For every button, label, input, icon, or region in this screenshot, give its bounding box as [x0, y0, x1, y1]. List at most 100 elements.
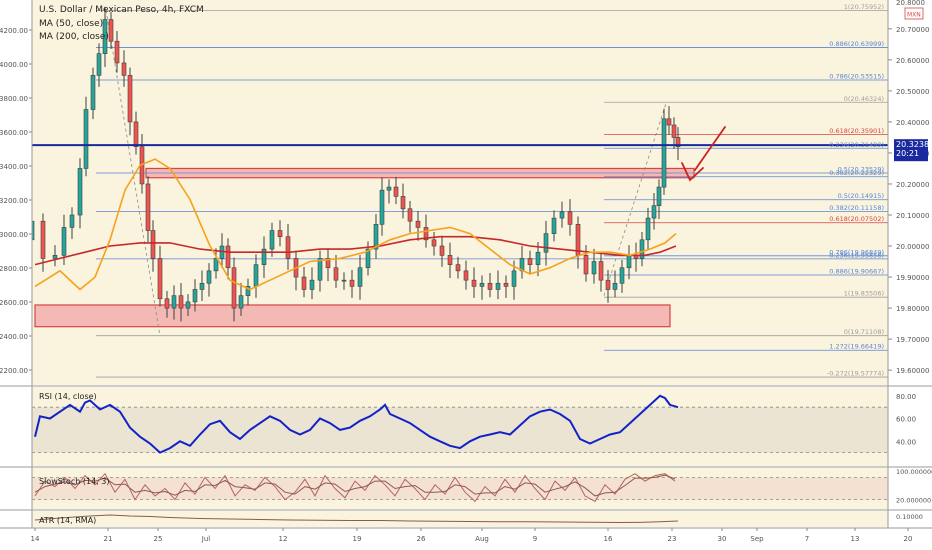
price-tag[interactable]: 20.32380 20:21	[894, 139, 932, 162]
candle-body[interactable]	[447, 255, 453, 265]
candle-body[interactable]	[301, 276, 307, 290]
candle-body[interactable]	[133, 121, 139, 148]
candle-body[interactable]	[178, 295, 184, 309]
candle-body[interactable]	[285, 236, 291, 259]
candle-body[interactable]	[127, 75, 133, 123]
candle-body[interactable]	[225, 245, 231, 269]
candle-body[interactable]	[52, 255, 58, 259]
candle-body[interactable]	[309, 279, 315, 290]
candle-body[interactable]	[415, 220, 421, 228]
currency-badge[interactable]: MXN	[904, 7, 924, 20]
candle-body[interactable]	[379, 189, 385, 225]
candle-body[interactable]	[349, 279, 355, 287]
candle-body[interactable]	[511, 270, 517, 287]
candle-body[interactable]	[471, 279, 477, 287]
candle-body[interactable]	[675, 137, 681, 148]
candle-body[interactable]	[671, 124, 677, 138]
candle-body[interactable]	[661, 118, 667, 188]
candle-body[interactable]	[206, 270, 212, 284]
candle-body[interactable]	[365, 248, 371, 269]
candle-body[interactable]	[238, 295, 244, 309]
rsi-panel[interactable]: 80.00 60.00 40.00	[32, 393, 916, 454]
candle-body[interactable]	[591, 261, 597, 275]
left-axis-label: 2400.00	[0, 333, 28, 341]
candle-body[interactable]	[96, 53, 102, 76]
candle-body[interactable]	[333, 267, 339, 281]
stoch-line-k[interactable]	[34, 472, 676, 503]
candle-body[interactable]	[90, 75, 96, 110]
candle-body[interactable]	[583, 255, 589, 275]
candle-body[interactable]	[559, 211, 565, 219]
candle-body[interactable]	[102, 19, 108, 54]
candle-body[interactable]	[487, 282, 493, 290]
fib-level-label: 0.5(20.14915)	[838, 192, 884, 200]
candle-body[interactable]	[479, 282, 485, 287]
candle-body[interactable]	[666, 118, 672, 126]
candle-body[interactable]	[639, 239, 645, 259]
candle-body[interactable]	[199, 282, 205, 290]
candle-body[interactable]	[157, 258, 163, 300]
candle-body[interactable]	[386, 186, 392, 191]
candle-body[interactable]	[192, 289, 198, 303]
fib-level-label: 0.618(20.07502)	[829, 215, 884, 223]
candle-body[interactable]	[261, 248, 267, 265]
candle-body[interactable]	[121, 62, 127, 76]
candle-body[interactable]	[535, 251, 541, 265]
candle-body[interactable]	[277, 230, 283, 238]
candle-body[interactable]	[145, 183, 151, 231]
rsi-line[interactable]	[34, 394, 679, 454]
candle-body[interactable]	[164, 298, 170, 309]
support-zone[interactable]	[34, 304, 671, 328]
candle-body[interactable]	[651, 205, 657, 219]
candle-body[interactable]	[543, 233, 549, 253]
candle-body[interactable]	[527, 258, 533, 265]
candle-body[interactable]	[171, 295, 177, 309]
candle-body[interactable]	[77, 168, 83, 216]
stoch-line-d[interactable]	[34, 474, 676, 497]
candle-body[interactable]	[269, 230, 275, 250]
candle-body[interactable]	[455, 264, 461, 272]
candle-body[interactable]	[612, 282, 618, 290]
candle-body[interactable]	[30, 220, 35, 241]
candle-body[interactable]	[108, 19, 114, 42]
candle-body[interactable]	[605, 279, 611, 290]
candle-body[interactable]	[619, 267, 625, 284]
candle-body[interactable]	[69, 214, 75, 228]
candle-body[interactable]	[423, 227, 429, 241]
candle-body[interactable]	[325, 258, 331, 269]
candle-body[interactable]	[400, 196, 406, 210]
candle-body[interactable]	[213, 258, 219, 272]
atr-panel[interactable]: 0.10000	[34, 513, 923, 524]
candle-body[interactable]	[393, 186, 399, 197]
candle-body[interactable]	[503, 282, 509, 287]
candle-body[interactable]	[626, 255, 632, 269]
candle-body[interactable]	[83, 109, 89, 169]
candle-body[interactable]	[253, 264, 259, 287]
candle-body[interactable]	[341, 279, 347, 282]
candle-body[interactable]	[495, 282, 501, 290]
candle-body[interactable]	[656, 186, 662, 206]
chart-title: U.S. Dollar / Mexican Peso, 4h, FXCM	[39, 5, 204, 15]
candle-body[interactable]	[40, 220, 46, 259]
time-axis[interactable]: 14 21 25 Jul 12 19 26 Aug 9 16 23 30 Sep 7 13 20	[31, 528, 913, 543]
candle-body[interactable]	[114, 40, 120, 64]
candle-body[interactable]	[245, 286, 251, 296]
candle-body[interactable]	[357, 267, 363, 287]
candle-body[interactable]	[61, 227, 67, 256]
candle-body[interactable]	[317, 258, 323, 281]
candle-body[interactable]	[598, 261, 604, 281]
candle-body[interactable]	[463, 270, 469, 281]
candle-body[interactable]	[231, 267, 237, 309]
candle-body[interactable]	[551, 217, 557, 234]
candle-body[interactable]	[150, 230, 156, 259]
candle-body[interactable]	[407, 208, 413, 222]
stoch-panel[interactable]: 100.000000 20.000000	[32, 468, 932, 505]
candle-body[interactable]	[431, 239, 437, 247]
candle-body[interactable]	[645, 217, 651, 241]
candle-body[interactable]	[439, 245, 445, 256]
candle-body[interactable]	[185, 301, 191, 309]
candle-body[interactable]	[373, 224, 379, 250]
atr-line[interactable]	[34, 514, 679, 524]
candle-body[interactable]	[567, 211, 573, 225]
